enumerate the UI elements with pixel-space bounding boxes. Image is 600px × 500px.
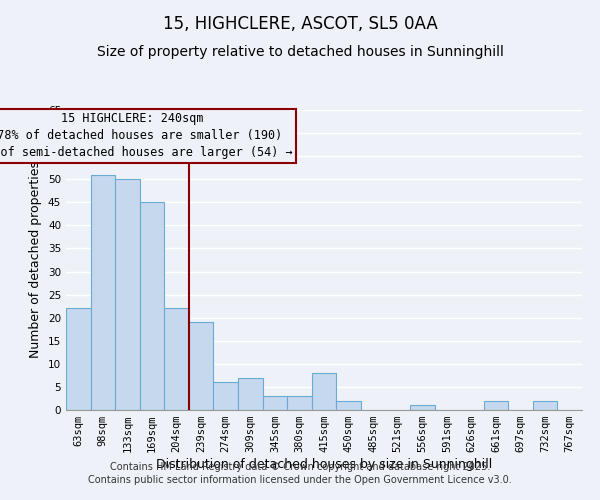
Bar: [312, 373, 336, 410]
Bar: [238, 378, 263, 410]
Bar: [533, 401, 557, 410]
Bar: [336, 401, 361, 410]
Bar: [214, 382, 238, 410]
Text: Size of property relative to detached houses in Sunninghill: Size of property relative to detached ho…: [97, 45, 503, 59]
Bar: [263, 396, 287, 410]
Bar: [484, 401, 508, 410]
Bar: [164, 308, 189, 410]
Text: 15 HIGHCLERE: 240sqm
← 78% of detached houses are smaller (190)
22% of semi-deta: 15 HIGHCLERE: 240sqm ← 78% of detached h…: [0, 112, 293, 160]
X-axis label: Distribution of detached houses by size in Sunninghill: Distribution of detached houses by size …: [156, 458, 492, 471]
Bar: [287, 396, 312, 410]
Bar: [115, 179, 140, 410]
Text: 15, HIGHCLERE, ASCOT, SL5 0AA: 15, HIGHCLERE, ASCOT, SL5 0AA: [163, 15, 437, 33]
Text: Contains HM Land Registry data © Crown copyright and database right 2025.
Contai: Contains HM Land Registry data © Crown c…: [88, 462, 512, 485]
Bar: [140, 202, 164, 410]
Bar: [189, 322, 214, 410]
Bar: [66, 308, 91, 410]
Y-axis label: Number of detached properties: Number of detached properties: [29, 162, 43, 358]
Bar: [91, 174, 115, 410]
Bar: [410, 406, 434, 410]
